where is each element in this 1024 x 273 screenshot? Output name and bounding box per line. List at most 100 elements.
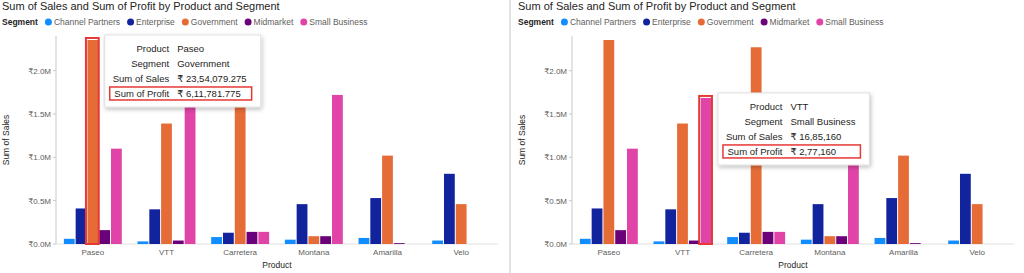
bar[interactable]	[308, 236, 319, 244]
bar[interactable]	[898, 156, 909, 244]
bar[interactable]	[64, 239, 75, 244]
y-tick-label: ₹0.5M	[28, 197, 51, 206]
bar[interactable]	[948, 241, 959, 244]
legend-swatch	[45, 19, 52, 26]
x-tick-label: Carretera	[739, 248, 773, 257]
tooltip-label: Sum of Sales	[726, 131, 783, 142]
bar[interactable]	[370, 198, 381, 244]
tooltip-label: Sum of Sales	[113, 73, 170, 84]
x-axis-title: Product	[778, 260, 808, 270]
y-axis-line	[56, 36, 57, 244]
bar[interactable]	[701, 98, 712, 244]
bar[interactable]	[960, 174, 971, 244]
bar[interactable]	[592, 208, 603, 244]
tooltip-value: ₹ 6,11,781.775	[177, 88, 240, 99]
title: Sum of Sales and Sum of Profit by Produc…	[2, 0, 280, 12]
bar[interactable]	[875, 238, 886, 244]
legend-label: Enterprise	[652, 17, 691, 27]
bar[interactable]	[149, 209, 160, 244]
bar[interactable]	[739, 233, 750, 244]
bar[interactable]	[258, 232, 269, 244]
row-highlight	[723, 145, 860, 158]
legend-label: Small Business	[309, 17, 367, 27]
x-tick-label: VTT	[159, 248, 174, 257]
bar[interactable]	[727, 237, 738, 244]
bar[interactable]	[972, 204, 983, 244]
row-highlight	[110, 87, 252, 100]
bar[interactable]	[615, 230, 626, 244]
legend-label: Government	[191, 17, 238, 27]
bar[interactable]	[677, 124, 688, 244]
bar[interactable]	[111, 149, 122, 244]
y-tick-label: ₹1.5M	[544, 110, 567, 119]
legend-swatch	[245, 19, 252, 26]
title: Sum of Sales and Sum of Profit by Produc…	[518, 0, 796, 12]
y-tick-label: ₹1.5M	[28, 110, 51, 119]
x-tick-label: Montana	[298, 248, 330, 257]
tooltip-label: Product	[136, 43, 169, 54]
highlight-box	[699, 96, 712, 244]
bar[interactable]	[247, 232, 258, 244]
bar[interactable]	[320, 236, 331, 244]
bar[interactable]	[580, 239, 591, 244]
x-tick-label: Paseo	[81, 248, 104, 257]
bar[interactable]	[297, 204, 308, 244]
x-tick-label: VTT	[675, 248, 690, 257]
bar[interactable]	[763, 232, 774, 244]
bar[interactable]	[211, 237, 222, 244]
bar[interactable]	[138, 241, 149, 244]
x-tick-label: Montana	[814, 248, 846, 257]
bar[interactable]	[173, 241, 184, 244]
bar[interactable]	[813, 204, 824, 244]
bar[interactable]	[910, 243, 921, 244]
bar[interactable]	[285, 240, 296, 244]
legend-label: Channel Partners	[570, 17, 636, 27]
tooltip-value: Small Business	[790, 116, 855, 127]
bar[interactable]	[185, 98, 196, 244]
bar[interactable]	[87, 40, 98, 244]
bar[interactable]	[801, 240, 812, 244]
y-axis-line	[572, 36, 573, 244]
bar[interactable]	[654, 241, 665, 244]
tooltip-label: Segment	[744, 116, 782, 127]
y-tick-label: ₹2.0M	[28, 67, 51, 76]
legend-title: Segment	[518, 17, 554, 27]
bar[interactable]	[689, 241, 700, 244]
bar[interactable]	[223, 233, 234, 244]
legend-swatch	[127, 19, 134, 26]
bar[interactable]	[444, 174, 455, 244]
bar[interactable]	[603, 40, 614, 244]
bar[interactable]	[382, 156, 393, 244]
bar[interactable]	[432, 241, 443, 244]
bar[interactable]	[394, 243, 405, 244]
legend-swatch	[561, 19, 568, 26]
bar[interactable]	[824, 236, 835, 244]
bar[interactable]	[99, 230, 110, 244]
tooltip-label: Product	[750, 101, 783, 112]
tooltip-box	[718, 93, 869, 165]
legend-swatch	[816, 19, 823, 26]
bar[interactable]	[774, 232, 785, 244]
tooltip: ProductVTTSegmentSmall BusinessSum of Sa…	[718, 93, 869, 165]
bar[interactable]	[886, 198, 897, 244]
legend-swatch	[698, 19, 705, 26]
tooltip-value: ₹ 2,77,160	[790, 146, 836, 157]
tooltip-label: Sum of Profit	[114, 88, 169, 99]
bar[interactable]	[627, 149, 638, 244]
bar[interactable]	[359, 238, 370, 244]
legend-swatch	[643, 19, 650, 26]
legend-label: Channel Partners	[54, 17, 120, 27]
bar[interactable]	[456, 204, 467, 244]
tooltip-box	[105, 35, 261, 107]
tooltip-label: Segment	[131, 58, 169, 69]
bar[interactable]	[161, 124, 172, 244]
bar[interactable]	[332, 95, 343, 244]
legend-label: Small Business	[825, 17, 883, 27]
legend-label: Government	[707, 17, 754, 27]
bar[interactable]	[665, 209, 676, 244]
legend-label: Enterprise	[136, 17, 175, 27]
chart: Sum of Sales and Sum of Profit by Produc…	[1, 0, 498, 270]
x-tick-label: Amarilla	[373, 248, 402, 257]
bar[interactable]	[76, 208, 87, 244]
bar[interactable]	[836, 236, 847, 244]
